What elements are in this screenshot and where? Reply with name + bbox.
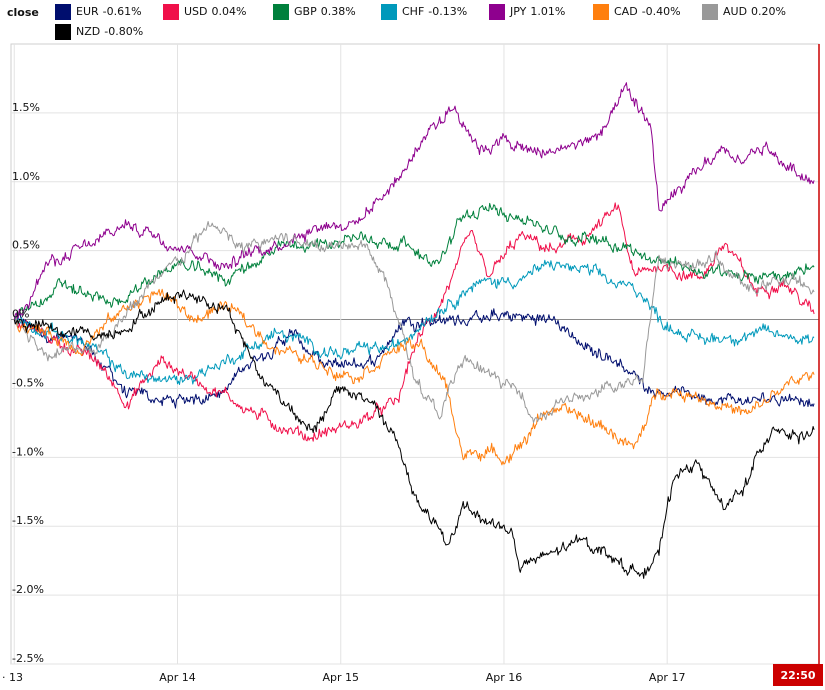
x-tick-label: Apr 15 — [322, 671, 359, 684]
legend-change-usd: 0.04% — [211, 5, 247, 18]
y-tick-label: 0% — [12, 308, 29, 321]
legend-name-jpy: JPY — [510, 5, 527, 18]
y-tick-label: 1.5% — [12, 101, 40, 114]
series-line-jpy[interactable] — [13, 82, 815, 320]
legend-name-usd: USD — [184, 5, 208, 18]
series-line-gbp[interactable] — [14, 202, 815, 321]
y-tick-label: 0.5% — [12, 239, 40, 252]
legend-name-nzd: NZD — [76, 25, 101, 38]
legend-swatch-eur — [55, 4, 71, 20]
legend-swatch-usd — [163, 4, 179, 20]
axes: 1.5% 1.0% 0.5% 0% -0.5% -1.0% -1.5% -2.0% -2.5% ·… — [2, 44, 823, 686]
x-tick-label: Apr 17 — [649, 671, 686, 684]
legend-name-gbp: GBP — [294, 5, 317, 18]
series-line-cad[interactable] — [13, 288, 815, 466]
series-lines — [13, 82, 815, 579]
legend-change-jpy: 1.01% — [530, 5, 566, 18]
y-tick-label: -2.5% — [12, 652, 44, 665]
legend-change-gbp: 0.38% — [320, 5, 356, 18]
series-line-aud[interactable] — [13, 221, 815, 424]
x-tick-label: Apr 14 — [159, 671, 196, 684]
legend-swatch-jpy — [489, 4, 505, 20]
legend-swatch-gbp — [273, 4, 289, 20]
chart-legend: close EUR -0.61% USD 0.04% GBP 0.38% CHF -0.… — [0, 0, 825, 44]
legend-change-chf: -0.13% — [428, 5, 468, 18]
legend-change-aud: 0.20% — [751, 5, 786, 18]
series-line-chf[interactable] — [13, 259, 815, 385]
legend-swatch-nzd — [55, 24, 71, 40]
legend-swatch-aud — [702, 4, 718, 20]
y-tick-label: 1.0% — [12, 170, 40, 183]
legend-title: close — [7, 6, 39, 19]
y-tick-label: -1.0% — [12, 445, 44, 458]
y-tick-label: -1.5% — [12, 514, 44, 527]
y-tick-label: -0.5% — [12, 376, 44, 389]
current-time-badge — [773, 664, 823, 686]
current-time-label: 22:50 — [780, 669, 815, 682]
grid — [10, 43, 820, 665]
series-line-nzd[interactable] — [13, 289, 815, 579]
legend-change-cad: -0.40% — [641, 5, 681, 18]
legend-change-eur: -0.61% — [102, 5, 142, 18]
x-tick-label: · 13 — [2, 671, 23, 684]
y-tick-label: -2.0% — [12, 583, 44, 596]
legend-name-eur: EUR — [76, 5, 99, 18]
legend-swatch-chf — [381, 4, 397, 20]
x-tick-label: Apr 16 — [486, 671, 523, 684]
legend-change-nzd: -0.80% — [104, 25, 144, 38]
legend-name-aud: AUD — [723, 5, 748, 18]
plot-frame — [10, 43, 820, 665]
legend-name-cad: CAD — [614, 5, 638, 18]
legend-swatch-cad — [593, 4, 609, 20]
legend-name-chf: CHF — [402, 5, 425, 18]
